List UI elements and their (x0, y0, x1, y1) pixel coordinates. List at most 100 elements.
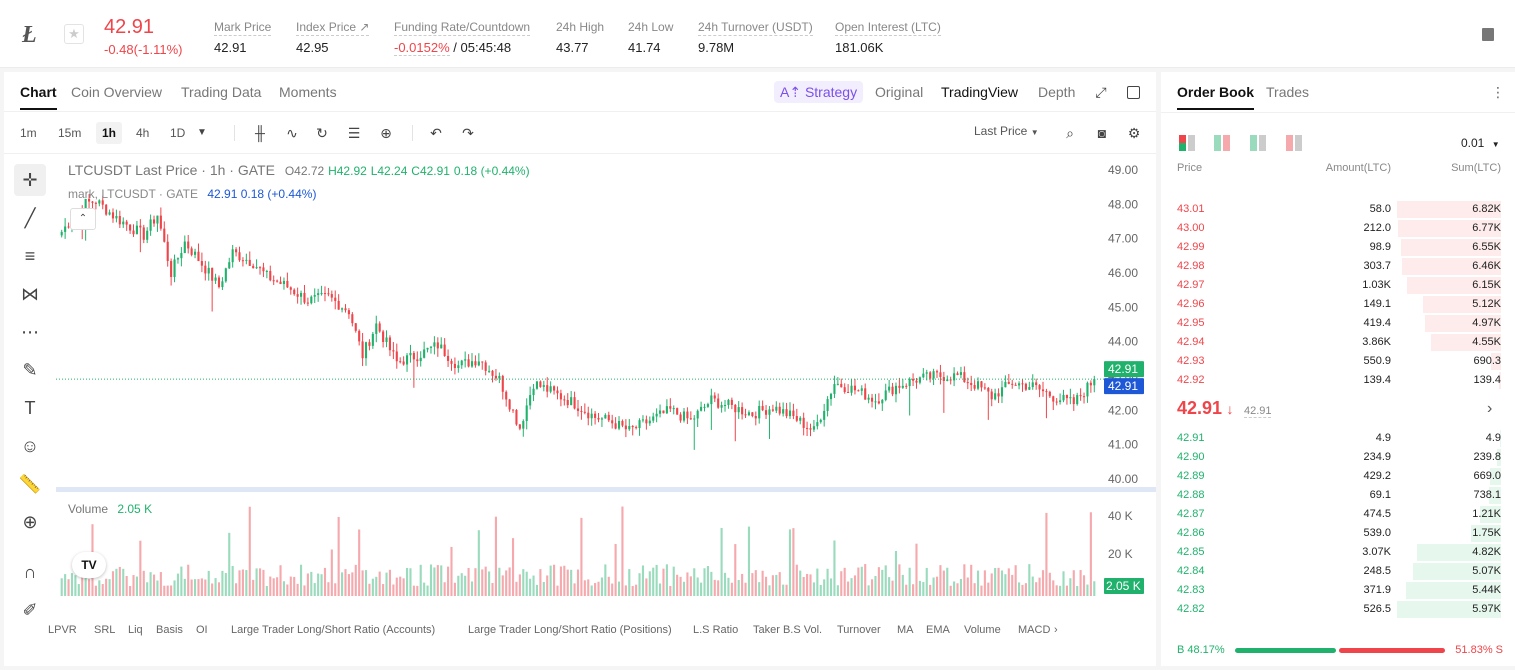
ask-row[interactable]: 42.93 550.9 690.3 (1161, 352, 1515, 371)
timeframe-4h[interactable]: 4h (136, 126, 150, 140)
ob-mode-both-icon[interactable] (1179, 135, 1195, 151)
ask-row[interactable]: 42.98 303.7 6.46K (1161, 257, 1515, 276)
ruler-tool-icon[interactable]: 📏 (18, 474, 42, 494)
ask-row[interactable]: 42.97 1.03K 6.15K (1161, 276, 1515, 295)
tab-trading-data[interactable]: Trading Data (181, 84, 262, 100)
indicator-taker-b-s-vol[interactable]: Taker B.S Vol. (753, 624, 823, 636)
indicator-turnover[interactable]: Turnover (837, 624, 881, 636)
indicator-ma[interactable]: MA (897, 624, 914, 636)
brush-tool-icon[interactable]: ✎ (22, 360, 38, 380)
indicators-icon[interactable]: ∿ (286, 125, 298, 141)
indicator-macd[interactable]: MACD (1018, 624, 1051, 636)
collapse-legend-button[interactable]: ⌃ (70, 208, 96, 230)
trend-line-tool-icon[interactable]: ╱ (24, 208, 36, 228)
ask-row[interactable]: 42.94 3.86K 4.55K (1161, 333, 1515, 352)
tab-moments[interactable]: Moments (279, 84, 337, 100)
price-type-select[interactable]: Last Price ▼ (974, 124, 1039, 138)
tab-order-book[interactable]: Order Book (1177, 84, 1255, 110)
bid-row[interactable]: 42.91 4.9 4.9 (1161, 429, 1515, 448)
bid-row[interactable]: 42.87 474.5 1.21K (1161, 505, 1515, 524)
indicator-oi[interactable]: OI (196, 624, 208, 636)
tab-coin-overview[interactable]: Coin Overview (71, 84, 163, 100)
candle-type-icon[interactable]: ╫ (255, 125, 265, 141)
indicator-srl[interactable]: SRL (94, 624, 116, 636)
indicator-lpvr[interactable]: LPVR (48, 624, 77, 636)
precision-select[interactable]: 0.01 ▼ (1461, 136, 1500, 150)
pane-separator[interactable] (56, 487, 1156, 492)
add-indicator-icon[interactable]: ⊕ (380, 125, 392, 141)
settings-gear-icon[interactable]: ⚙ (1127, 125, 1141, 141)
candle-body (888, 386, 891, 391)
search-icon[interactable]: ⌕ (1066, 125, 1074, 141)
ltc-coin-icon: Ł (22, 22, 37, 48)
stat-index-price[interactable]: Index Price ↗ 42.95 (296, 18, 370, 55)
candle-body (771, 409, 774, 411)
pattern-tool-icon[interactable]: ⋈ (21, 284, 39, 304)
candle-body (129, 224, 132, 231)
bid-row[interactable]: 42.88 69.1 738.1 (1161, 486, 1515, 505)
chevron-right-icon[interactable]: › (1487, 400, 1493, 417)
tab-trades[interactable]: Trades (1266, 84, 1310, 100)
favorite-star-icon[interactable]: ★ (64, 24, 84, 44)
undo-icon[interactable]: ↶ (430, 125, 442, 141)
bid-row[interactable]: 42.90 234.9 239.8 (1161, 448, 1515, 467)
bid-row[interactable]: 42.84 248.5 5.07K (1161, 562, 1515, 581)
ob-mode-both-alt-icon[interactable] (1214, 135, 1230, 151)
text-tool-icon[interactable]: T (24, 398, 36, 418)
ask-row[interactable]: 42.92 139.4 139.4 (1161, 371, 1515, 390)
ask-row[interactable]: 42.96 149.1 5.12K (1161, 295, 1515, 314)
zoom-in-tool-icon[interactable]: ⊕ (22, 512, 38, 532)
indicator-liq[interactable]: Liq (128, 624, 143, 636)
ask-row[interactable]: 42.99 98.9 6.55K (1161, 238, 1515, 257)
indicator-volume[interactable]: Volume (964, 624, 1001, 636)
bid-row[interactable]: 42.89 429.2 669.0 (1161, 467, 1515, 486)
bid-row[interactable]: 42.83 371.9 5.44K (1161, 581, 1515, 600)
crosshair-tool-icon[interactable]: ✛ (14, 164, 46, 196)
strategy-button[interactable]: A⇡ Strategy (774, 81, 864, 103)
timeframe-15m[interactable]: 15m (58, 126, 82, 140)
horizontal-lines-tool-icon[interactable]: ≡ (24, 246, 36, 266)
bid-row[interactable]: 42.86 539.0 1.75K (1161, 524, 1515, 543)
maximize-icon[interactable] (1127, 86, 1140, 99)
templates-icon[interactable]: ☰ (347, 125, 361, 141)
volume-bar (573, 583, 576, 596)
redo-icon[interactable]: ↷ (462, 125, 474, 141)
more-options-icon[interactable]: ⋮ (1491, 84, 1505, 100)
candle-body (385, 337, 388, 343)
ob-mode-bids-icon[interactable] (1250, 135, 1266, 151)
timeframe-1h[interactable]: 1h (96, 122, 123, 144)
refresh-icon[interactable]: ↻ (316, 125, 328, 141)
candle-body (778, 406, 781, 414)
candlestick-chart[interactable]: 49.0048.0047.0046.0045.0044.0043.0042.00… (56, 154, 1156, 666)
bid-row[interactable]: 42.82 526.5 5.97K (1161, 600, 1515, 619)
indicator-basis[interactable]: Basis (156, 624, 183, 636)
camera-icon[interactable]: ◙ (1097, 125, 1107, 141)
guide-book-icon[interactable] (1482, 28, 1494, 41)
fib-tool-icon[interactable]: ⋯ (21, 322, 39, 342)
ask-row[interactable]: 42.95 419.4 4.97K (1161, 314, 1515, 333)
ask-row[interactable]: 43.01 58.0 6.82K (1161, 200, 1515, 219)
indicator-large-trader-long-short-ratio-accounts[interactable]: Large Trader Long/Short Ratio (Accounts) (231, 624, 436, 636)
chevron-right-icon[interactable]: › (1054, 624, 1058, 636)
ob-mode-asks-icon[interactable] (1286, 135, 1302, 151)
volume-legend-label: Volume (68, 502, 109, 516)
indicator-large-trader-long-short-ratio-positions[interactable]: Large Trader Long/Short Ratio (Positions… (468, 624, 672, 636)
emoji-tool-icon[interactable]: ☺ (20, 436, 40, 456)
ask-row[interactable]: 43.00 212.0 6.77K (1161, 219, 1515, 238)
fullscreen-icon[interactable]: ⤢ (1095, 84, 1107, 100)
pencil-tool-icon[interactable]: ✐ (22, 600, 38, 620)
timeframe-dropdown-icon[interactable]: ▼ (197, 127, 207, 138)
candle-body (399, 361, 402, 363)
tradingview-logo[interactable]: TV (72, 552, 106, 578)
tab-chart[interactable]: Chart (20, 84, 57, 110)
view-tradingview[interactable]: TradingView (941, 84, 1019, 100)
timeframe-1d[interactable]: 1D (170, 126, 186, 140)
indicator-ema[interactable]: EMA (926, 624, 950, 636)
magnet-tool-icon[interactable]: ∩ (23, 562, 37, 582)
view-original[interactable]: Original (875, 84, 924, 100)
view-depth[interactable]: Depth (1038, 84, 1076, 100)
indicator-l-s-ratio[interactable]: L.S Ratio (693, 624, 739, 636)
volume-bar (912, 584, 915, 596)
bid-row[interactable]: 42.85 3.07K 4.82K (1161, 543, 1515, 562)
timeframe-1m[interactable]: 1m (20, 126, 37, 140)
